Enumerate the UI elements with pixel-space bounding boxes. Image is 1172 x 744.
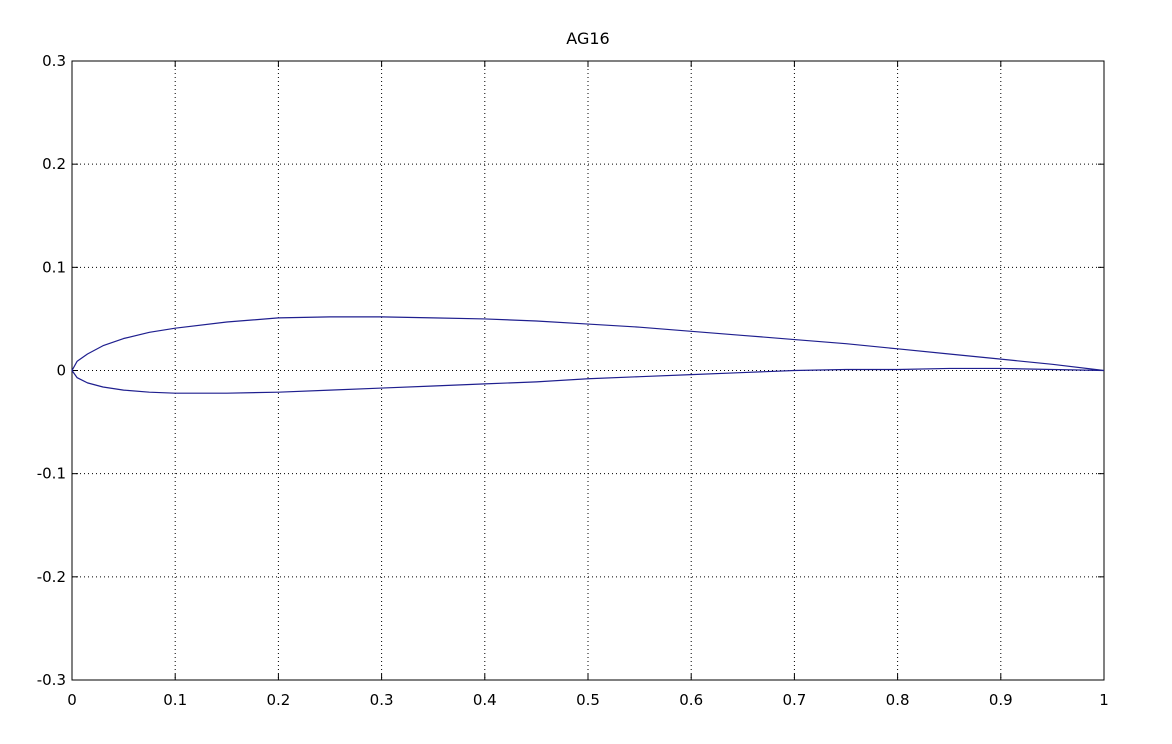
y-tick-label: 0 (56, 362, 66, 380)
x-tick-label: 0.2 (266, 691, 290, 709)
y-tick-label: -0.1 (37, 465, 66, 483)
x-tick-label: 0.5 (576, 691, 600, 709)
y-tick-label: 0.3 (42, 52, 66, 70)
chart-title: AG16 (566, 29, 609, 48)
x-tick-label: 0.8 (886, 691, 910, 709)
x-tick-label: 0.4 (473, 691, 497, 709)
x-tick-label: 1 (1099, 691, 1109, 709)
y-tick-label: 0.1 (42, 258, 66, 276)
x-tick-label: 0.9 (989, 691, 1013, 709)
x-tick-label: 0.6 (679, 691, 703, 709)
airfoil-profile-line (71, 316, 1105, 394)
y-tick-label: -0.2 (37, 568, 66, 586)
x-tick-label: 0.3 (370, 691, 394, 709)
series-layer (71, 316, 1105, 394)
tick-labels-layer: 0 0.1 0.2 0.3 0.4 0.5 0.6 0.7 0.8 0.9 10.30.20.10-… (37, 52, 1109, 709)
y-tick-label: 0.2 (42, 155, 66, 173)
x-tick-label: 0.1 (163, 691, 187, 709)
grid-layer (72, 61, 1104, 680)
y-tick-label: -0.3 (37, 671, 66, 689)
x-tick-label: 0 (67, 691, 77, 709)
x-tick-label: 0.7 (782, 691, 806, 709)
